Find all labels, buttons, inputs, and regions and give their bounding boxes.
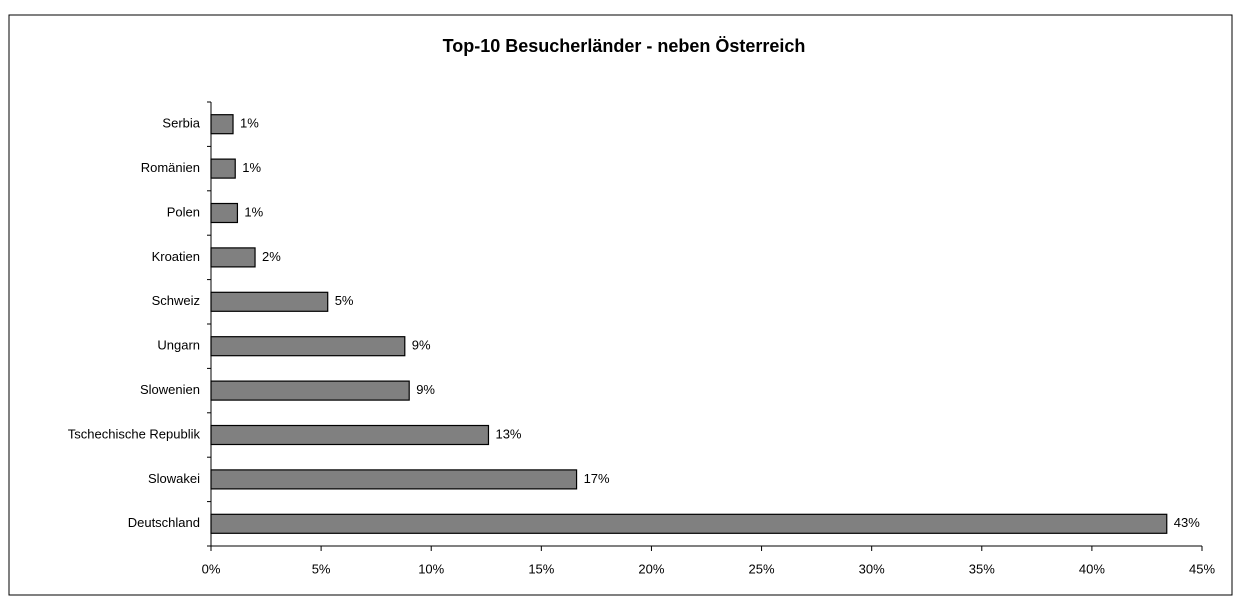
value-label: 9%: [416, 382, 435, 397]
x-tick-label: 20%: [638, 561, 664, 576]
value-label: 5%: [335, 293, 354, 308]
y-tick-label: Deutschland: [128, 515, 200, 530]
y-tick-label: Kroatien: [152, 249, 200, 264]
y-tick-label: Serbia: [162, 116, 200, 131]
value-label: 1%: [240, 116, 259, 131]
bar: [210, 513, 1168, 534]
y-tick-label: Romänien: [141, 160, 200, 175]
bar: [210, 469, 578, 490]
y-tick-label: Slowenien: [140, 382, 200, 397]
value-label: 43%: [1174, 515, 1200, 530]
x-tick-label: 0%: [202, 561, 221, 576]
chart-title: Top-10 Besucherländer - neben Österreich: [443, 36, 806, 56]
x-tick-label: 5%: [312, 561, 331, 576]
x-tick-label: 40%: [1079, 561, 1105, 576]
value-label: 13%: [495, 426, 521, 441]
bar: [210, 291, 329, 312]
y-tick-label: Schweiz: [152, 293, 200, 308]
bar: [210, 158, 236, 179]
y-tick-label: Slowakei: [148, 471, 200, 486]
value-label: 17%: [584, 471, 610, 486]
chart-border: [8, 14, 1233, 596]
x-tick-label: 35%: [969, 561, 995, 576]
y-tick-label: Polen: [167, 204, 200, 219]
value-label: 1%: [244, 204, 263, 219]
y-tick-label: Tschechische Republik: [68, 426, 201, 441]
x-tick-label: 45%: [1189, 561, 1215, 576]
bar: [210, 424, 490, 446]
x-tick-label: 15%: [528, 561, 554, 576]
bar: [210, 380, 410, 401]
bar: [210, 336, 406, 357]
x-tick-label: 25%: [749, 561, 775, 576]
x-tick-label: 10%: [418, 561, 444, 576]
value-label: 1%: [242, 160, 261, 175]
bar: [210, 202, 239, 224]
bar: [210, 247, 256, 268]
y-tick-label: Ungarn: [157, 338, 200, 353]
value-label: 2%: [262, 249, 281, 264]
x-tick-label: 30%: [859, 561, 885, 576]
bar: [210, 114, 234, 135]
value-label: 9%: [412, 338, 431, 353]
